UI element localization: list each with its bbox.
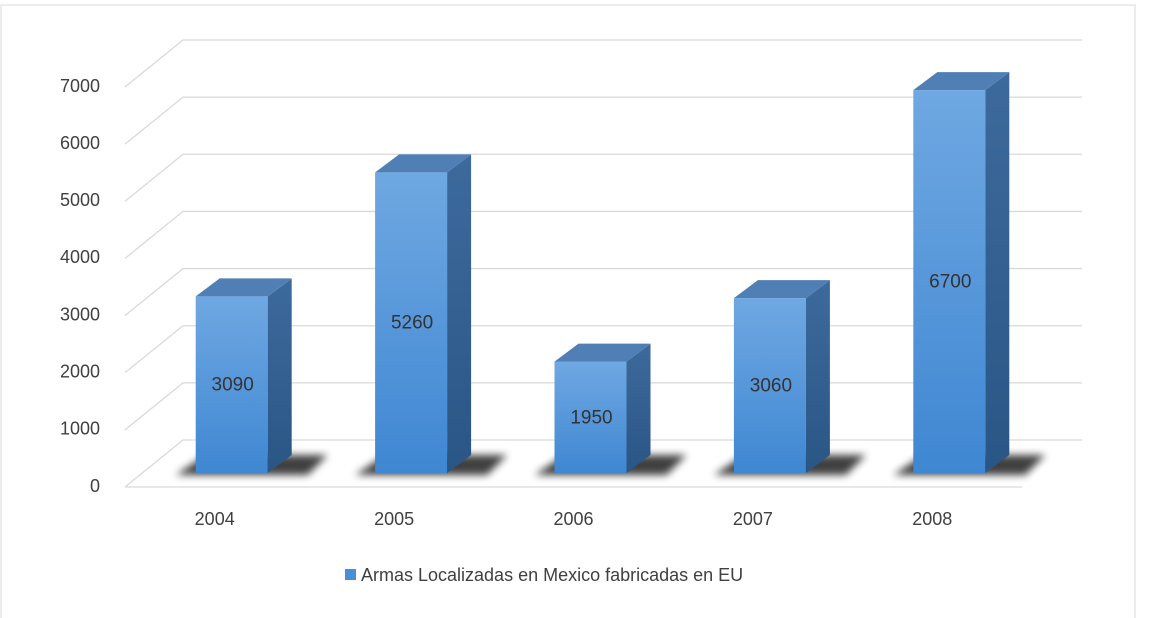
x-tick-label: 2005 [374,509,414,529]
grid-line [124,96,1082,145]
grid-line [124,153,1082,202]
bar-side [626,343,651,473]
bar-side [267,278,292,473]
grid-line [124,210,1082,259]
data-label: 3060 [750,376,792,397]
bar [195,296,268,473]
data-label: 6700 [929,272,971,293]
bar-side [805,280,830,473]
y-tick-label: 0 [90,476,100,496]
data-label: 5260 [391,313,433,334]
bar [554,361,627,473]
bar-side [447,154,472,473]
y-tick-label: 3000 [60,304,100,324]
legend-swatch [345,569,356,580]
bar-top [554,343,651,362]
bar-top [195,278,292,297]
data-label: 1950 [570,407,612,428]
y-tick-label: 2000 [60,361,100,381]
bar [913,90,986,474]
bar-top [913,72,1010,91]
bar-top [733,280,830,299]
legend-label: Armas Localizadas en Mexico fabricadas e… [361,565,743,585]
chart-border [0,4,1136,618]
y-tick-label: 5000 [60,190,100,210]
y-tick-label: 4000 [60,247,100,267]
grid-line [124,267,1082,317]
plot: 0 1000 2000 3000 4000 5000 6000 7000 2004 3090 200… [60,39,1082,585]
grid-line [124,39,1082,88]
y-tick-label: 6000 [60,133,100,153]
y-tick-label: 7000 [60,76,100,96]
y-tick-label: 1000 [60,419,100,439]
x-tick-label: 2007 [733,509,773,529]
bar-side [985,72,1010,474]
x-tick-label: 2006 [553,509,593,529]
x-tick-label: 2004 [195,509,235,529]
bar-top [375,154,472,173]
bar [375,172,448,473]
data-label: 3090 [212,375,254,396]
x-tick-label: 2008 [912,509,952,529]
bar [733,298,806,473]
